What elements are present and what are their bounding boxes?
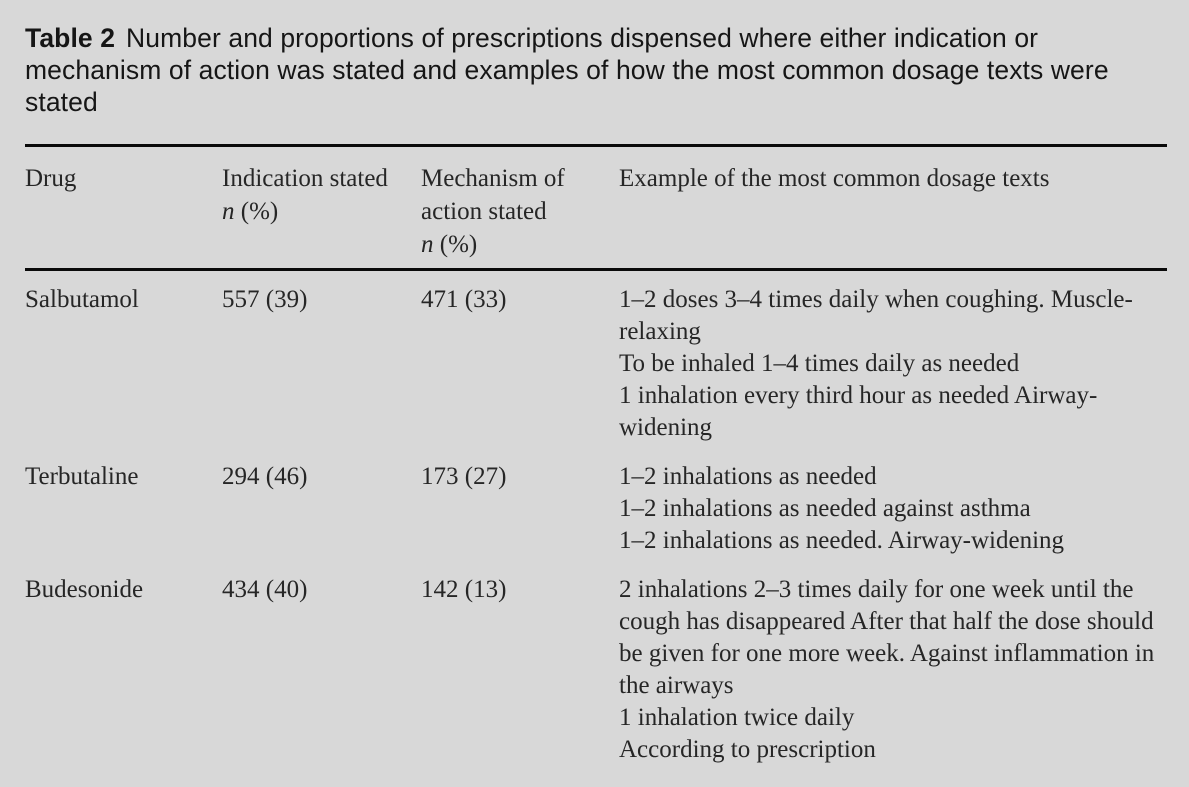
- col-header-examples: Example of the most common dosage texts: [619, 145, 1167, 271]
- mechanism-value: 142 (13): [421, 576, 507, 603]
- table-row-terbutaline: Terbutaline 294 (46) 173 (27) 1–2 inhala…: [25, 461, 1167, 574]
- table-caption-text: Number and proportions of prescriptions …: [25, 23, 1109, 117]
- col-header-indication-n: n: [222, 198, 235, 225]
- col-header-mechanism-line2: action stated: [421, 198, 547, 225]
- col-header-indication-pct: (%): [240, 198, 279, 225]
- col-header-drug-label: Drug: [25, 165, 77, 192]
- col-header-mechanism-n: n: [421, 231, 434, 258]
- dosage-examples: 1–2 inhalations as needed 1–2 inhalation…: [619, 461, 1167, 574]
- col-header-mechanism: Mechanism of action stated n (%): [421, 145, 619, 271]
- col-header-examples-label: Example of the most common dosage texts: [619, 165, 1050, 192]
- dosage-example: To be inhaled 1–4 times daily as needed: [619, 350, 1020, 377]
- col-header-indication-line1: Indication stated: [222, 165, 388, 192]
- indication-value: 557 (39): [222, 286, 308, 313]
- indication-value: 294 (46): [222, 463, 308, 490]
- dosage-examples: 1–2 doses 3–4 times daily when coughing.…: [619, 270, 1167, 462]
- table-caption-label: Table 2: [25, 23, 116, 53]
- dosage-example: According to prescription: [619, 736, 876, 763]
- mechanism-value: 173 (27): [421, 463, 507, 490]
- dosage-example: 1–2 inhalations as needed against asthma: [619, 495, 1031, 522]
- dosage-example: 1 inhalation twice daily: [619, 704, 855, 731]
- col-header-mechanism-pct: (%): [439, 231, 478, 258]
- col-header-indication: Indication stated n (%): [222, 145, 421, 271]
- dosage-example: 2 inhalations 2–3 times daily for one we…: [619, 576, 1155, 699]
- dosage-example: 1 inhalation every third hour as needed …: [619, 382, 1098, 441]
- drug-name: Salbutamol: [25, 286, 139, 313]
- indication-value: 434 (40): [222, 576, 308, 603]
- table-header-row: Drug Indication stated n (%) Mechanism o…: [25, 145, 1167, 271]
- dosage-example: 1–2 doses 3–4 times daily when coughing.…: [619, 286, 1133, 345]
- prescriptions-table: Drug Indication stated n (%) Mechanism o…: [25, 144, 1167, 783]
- table-row-salbutamol: Salbutamol 557 (39) 471 (33) 1–2 doses 3…: [25, 270, 1167, 462]
- col-header-mechanism-line1: Mechanism of: [421, 165, 565, 192]
- dosage-example: 1–2 inhalations as needed: [619, 463, 877, 490]
- table-caption: Table 2 Number and proportions of prescri…: [25, 22, 1165, 118]
- mechanism-value: 471 (33): [421, 286, 507, 313]
- drug-name: Budesonide: [25, 576, 144, 603]
- table-row-budesonide: Budesonide 434 (40) 142 (13) 2 inhalatio…: [25, 574, 1167, 783]
- col-header-drug: Drug: [25, 145, 222, 271]
- dosage-example: 1–2 inhalations as needed. Airway-wideni…: [619, 527, 1065, 554]
- dosage-examples: 2 inhalations 2–3 times daily for one we…: [619, 574, 1167, 783]
- drug-name: Terbutaline: [25, 463, 139, 490]
